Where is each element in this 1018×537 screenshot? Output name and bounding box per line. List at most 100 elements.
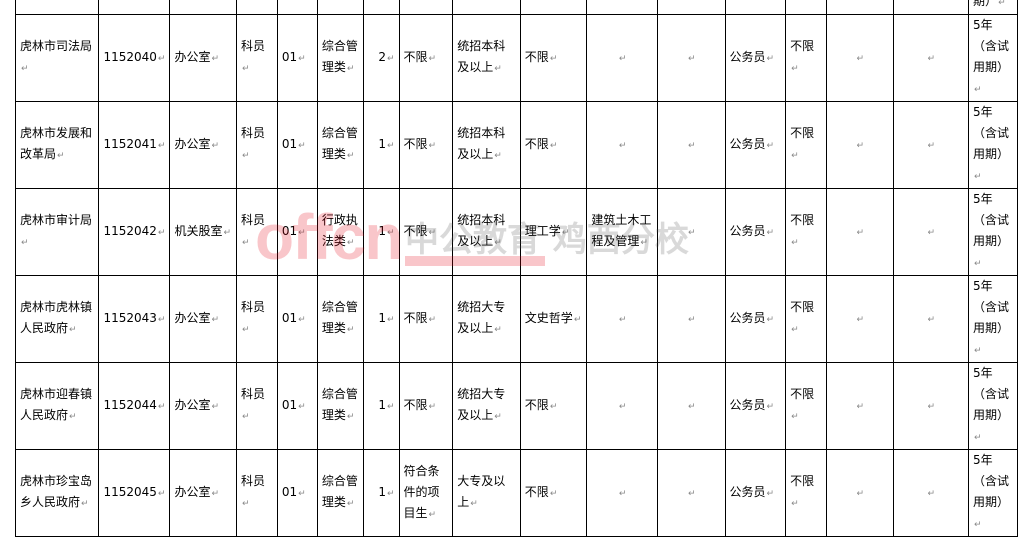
cell-office: 办公室 [169,449,238,537]
cell-c1 [826,14,894,102]
cell-text [856,50,865,64]
cell-major-cat: 文史哲学 [519,275,588,363]
cell-level: 01 [276,275,318,363]
cell-text: 虎林市审计局 [20,213,92,248]
cell-service: 5年（含试用期） [968,275,1018,363]
cell-text: 1152042 [103,224,165,238]
cell-text: 1 [378,398,394,412]
cell-text: 综合管理类 [322,39,358,74]
cell-count: 1 [362,275,400,363]
table-row: 虎林市发展和改革局 1152041 办公室 科员 01 综合管理类 1 不限 统招本科及以上 不限… [14,101,1018,189]
cell-c1 [826,362,894,450]
table-row: 虎林市虎林镇人民政府 1152043 办公室 科员 01 综合管理类 1 不限 统招大专及以上 文… [14,275,1018,363]
cell-text: 1 [378,137,394,151]
cell-dept: 虎林市迎春镇人民政府 [14,362,100,450]
cell-category: 综合管理类 [316,14,364,102]
cell-text: 机关股室 [174,224,231,238]
table-row: 虎林市迎春镇人民政府 1152044 办公室 科员 01 综合管理类 1 不限 统招大专及以上 不… [14,362,1018,450]
cell-text: 不限 [525,137,558,151]
cell-count: 1 [362,101,400,189]
cell-count: 2 [362,14,400,102]
cell-service: 5年（含试用期） [968,362,1018,450]
cell-title: 科员 [236,188,278,276]
cell-text: 办公室 [174,137,219,151]
cell-c2 [892,362,970,450]
cell-education: 统招大专及以上 [452,275,521,363]
cell-text: 01 [282,398,306,412]
cell-code: 1152040 [98,14,171,102]
cell-text: 不限 [525,50,558,64]
cell-text: 科员 [241,387,265,422]
cell-political: 不限 [785,275,827,363]
cell-text: 公务员 [730,311,775,325]
cell-category: 综合管理类 [316,449,364,537]
cell-text [856,311,865,325]
cell-type: 公务员 [724,449,787,537]
cell-major-cat: 不限 [519,449,588,537]
cell-text: 行政执法类 [322,213,358,248]
cell-text: 虎林市发展和改革局 [20,126,92,161]
cell-text [687,398,696,412]
table-row-partial: 期） [14,0,1018,15]
cell-major [586,101,658,189]
recruitment-table: 期） 虎林市司法局1152040办公室科员01综合管理类2不限统招本科及以上不限… [14,0,1018,537]
cell-code: 1152044 [98,362,171,450]
cell-text: 01 [282,224,306,238]
cell-target: 符合条件的项目生 [398,449,454,537]
cell-major-cat: 不限 [519,14,588,102]
cell-c1 [826,101,894,189]
cell-level: 01 [276,362,318,450]
cell-text: 不限 [404,137,437,151]
cell-other [656,275,726,363]
cell-text: 虎林市虎林镇人民政府 [20,300,92,335]
cell-category: 综合管理类 [316,101,364,189]
cell-text: 5年（含试用期） [973,366,1009,443]
cell-text: 1152045 [103,485,165,499]
cell-dept: 虎林市珍宝岛乡人民政府 [14,449,100,537]
cell-text: 综合管理类 [322,300,358,335]
cell-major: 建筑土木工程及管理 [586,188,658,276]
cell-text: 理工学 [525,224,570,238]
cell-text [856,398,865,412]
cell-text [687,224,696,238]
cell-service: 5年（含试用期） [968,101,1018,189]
cell-education: 统招大专及以上 [452,362,521,450]
cell-other [656,188,726,276]
cell-text: 不限 [790,387,814,422]
cell-major [586,14,658,102]
cell-c1 [826,449,894,537]
cell-text: 虎林市司法局 [20,39,92,74]
cell-text: 公务员 [730,137,775,151]
cell-text: 统招大专及以上 [457,387,505,422]
cell-text [618,50,627,64]
cell-text [927,50,936,64]
cell-text: 5年（含试用期） [973,105,1009,182]
cell-text: 不限 [404,224,437,238]
cell-c2 [892,275,970,363]
cell-text: 公务员 [730,485,775,499]
cell-political: 不限 [785,449,827,537]
cell-category: 综合管理类 [316,362,364,450]
cell-major-cat: 不限 [519,101,588,189]
cell-text: 不限 [790,474,814,509]
cell-text: 符合条件的项目生 [404,464,440,520]
cell-target: 不限 [398,188,454,276]
cell-service: 5年（含试用期） [968,188,1018,276]
cell-text: 1152041 [103,137,165,151]
cell-text: 公务员 [730,224,775,238]
cell-text [927,137,936,151]
cell-title: 科员 [236,101,278,189]
cell-code: 1152043 [98,275,171,363]
cell-c2 [892,101,970,189]
cell-text [856,485,865,499]
cell-major [586,449,658,537]
cell-target: 不限 [398,14,454,102]
cell-text: 1152040 [103,50,165,64]
cell-text [927,311,936,325]
cell-office: 办公室 [169,101,238,189]
cell-text: 期） [973,0,1006,8]
cell-text: 1152044 [103,398,165,412]
cell-text [927,224,936,238]
cell-type: 公务员 [724,101,787,189]
cell-text [856,224,865,238]
